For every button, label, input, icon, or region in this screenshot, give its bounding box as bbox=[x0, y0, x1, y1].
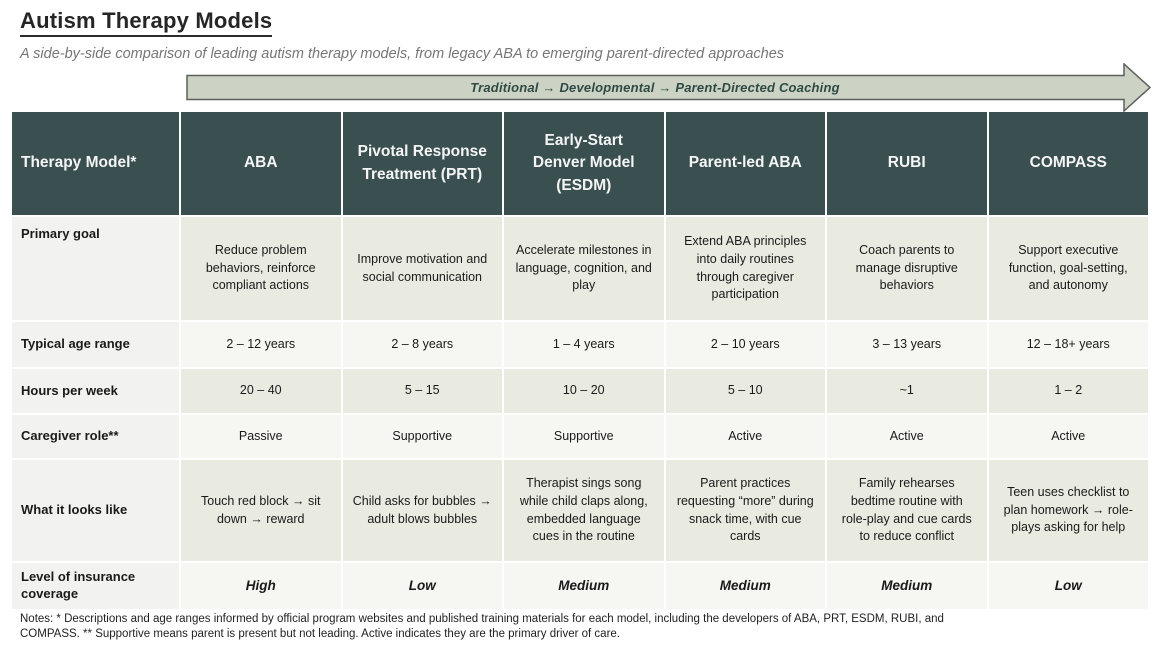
table-cell: 1 – 2 bbox=[988, 369, 1148, 413]
table-cell: 2 – 8 years bbox=[342, 322, 502, 367]
table-cell: Active bbox=[665, 415, 825, 458]
column-header-esdm: Early-Start Denver Model (ESDM) bbox=[504, 112, 664, 215]
table-cell: Reduce problem behaviors, reinforce comp… bbox=[181, 217, 341, 320]
table-cell: Medium bbox=[504, 563, 664, 609]
row-label-typical-age-range: Typical age range bbox=[12, 322, 179, 367]
right-arrow-icon bbox=[186, 63, 1152, 112]
table-cell: Child asks for bubbles → adult blows bub… bbox=[342, 460, 502, 561]
table-cell: 10 – 20 bbox=[504, 369, 664, 413]
row-label-what-it-looks-like: What it looks like bbox=[12, 460, 179, 561]
row-label-insurance-coverage: Level of insurance coverage bbox=[12, 563, 179, 609]
column-header-rubi: RUBI bbox=[827, 112, 987, 215]
table-cell: Medium bbox=[665, 563, 825, 609]
table-cell: 20 – 40 bbox=[181, 369, 341, 413]
table-cell: Passive bbox=[181, 415, 341, 458]
table-cell: 1 – 4 years bbox=[504, 322, 664, 367]
table-cell: Parent practices requesting “more” durin… bbox=[665, 460, 825, 561]
table-cell: Extend ABA principles into daily routine… bbox=[665, 217, 825, 320]
table-cell: 2 – 10 years bbox=[665, 322, 825, 367]
table-cell: ~1 bbox=[827, 369, 987, 413]
table-cell: 2 – 12 years bbox=[181, 322, 341, 367]
row-label-primary-goal: Primary goal bbox=[12, 217, 179, 320]
column-header-aba: ABA bbox=[181, 112, 341, 215]
table-cell: Medium bbox=[827, 563, 987, 609]
spectrum-arrow-label: Traditional → Developmental → Parent-Dir… bbox=[470, 80, 840, 95]
table-cell: Family rehearses bedtime routine with ro… bbox=[827, 460, 987, 561]
table-cell: Teen uses checklist to plan homework → r… bbox=[988, 460, 1148, 561]
table-cell: Therapist sings song while child claps a… bbox=[504, 460, 664, 561]
footnotes: Notes: * Descriptions and age ranges inf… bbox=[20, 613, 944, 641]
comparison-table: Therapy Model* ABA Pivotal Response Trea… bbox=[12, 112, 1148, 609]
table-cell: Accelerate milestones in language, cogni… bbox=[504, 217, 664, 320]
table-cell: 5 – 15 bbox=[342, 369, 502, 413]
spectrum-arrow: Traditional → Developmental → Parent-Dir… bbox=[186, 63, 1152, 112]
page-title: Autism Therapy Models bbox=[20, 8, 273, 37]
column-header-compass: COMPASS bbox=[988, 112, 1148, 215]
table-cell: Low bbox=[342, 563, 502, 609]
corner-header-therapy-model: Therapy Model* bbox=[12, 112, 179, 215]
table-cell: Low bbox=[988, 563, 1148, 609]
page-subtitle: A side-by-side comparison of leading aut… bbox=[20, 46, 785, 62]
table-cell: High bbox=[181, 563, 341, 609]
row-label-hours-per-week: Hours per week bbox=[12, 369, 179, 413]
table-cell: Improve motivation and social communicat… bbox=[342, 217, 502, 320]
table-cell: Active bbox=[827, 415, 987, 458]
column-header-parent-led-aba: Parent-led ABA bbox=[665, 112, 825, 215]
row-label-caregiver-role: Caregiver role** bbox=[12, 415, 179, 458]
table-cell: 5 – 10 bbox=[665, 369, 825, 413]
table-cell: Supportive bbox=[504, 415, 664, 458]
table-cell: Touch red block → sit down → reward bbox=[181, 460, 341, 561]
table-cell: Active bbox=[988, 415, 1148, 458]
table-cell: 3 – 13 years bbox=[827, 322, 987, 367]
table-cell: Supportive bbox=[342, 415, 502, 458]
table-cell: 12 – 18+ years bbox=[988, 322, 1148, 367]
table-cell: Coach parents to manage disruptive behav… bbox=[827, 217, 987, 320]
column-header-prt: Pivotal Response Treatment (PRT) bbox=[342, 112, 502, 215]
table-cell: Support executive function, goal-setting… bbox=[988, 217, 1148, 320]
